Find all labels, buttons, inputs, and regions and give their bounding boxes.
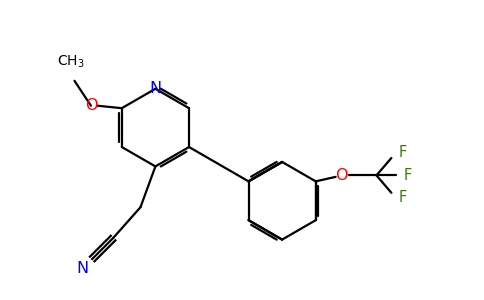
Text: F: F xyxy=(403,168,411,183)
Text: O: O xyxy=(85,98,97,113)
Text: F: F xyxy=(398,190,407,205)
Text: O: O xyxy=(335,168,348,183)
Text: N: N xyxy=(76,261,88,276)
Text: F: F xyxy=(398,146,407,160)
Text: CH$_3$: CH$_3$ xyxy=(57,54,85,70)
Text: N: N xyxy=(150,81,162,96)
